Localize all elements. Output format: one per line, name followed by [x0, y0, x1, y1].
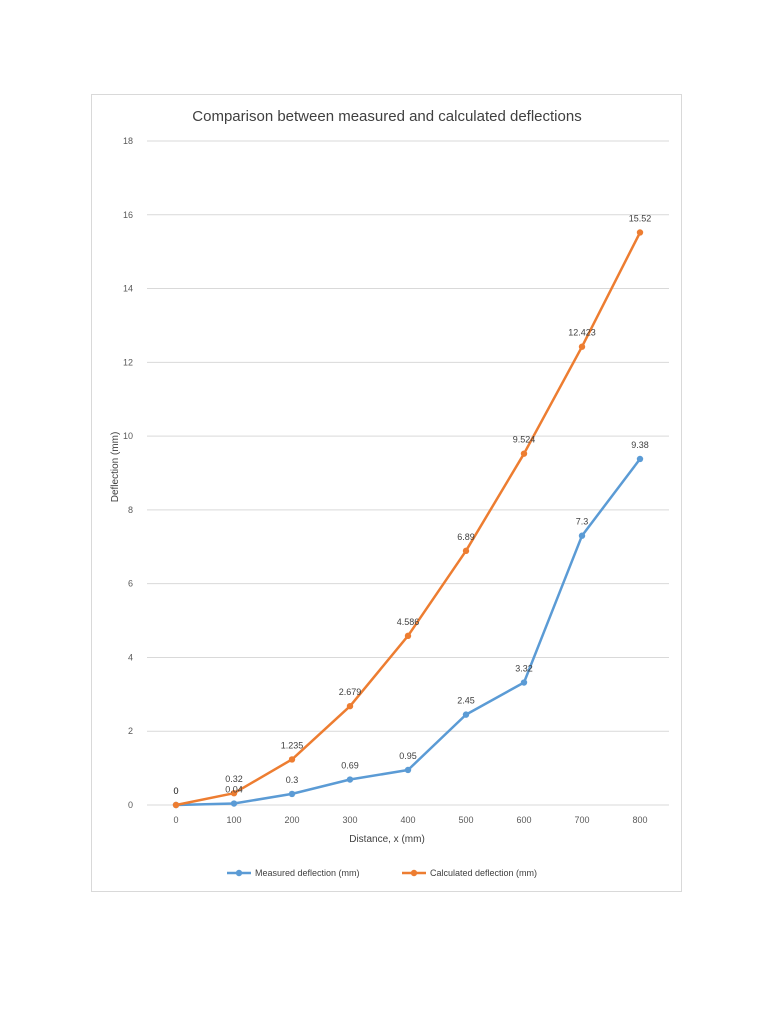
x-tick-label: 0 [173, 815, 178, 825]
data-point [404, 766, 412, 774]
chart-area: Comparison between measured and calculat… [91, 94, 682, 892]
data-label: 6.89 [457, 532, 475, 542]
data-label: 2.45 [457, 696, 475, 706]
y-tick-label: 16 [123, 210, 133, 220]
data-point [636, 229, 644, 236]
x-tick-label: 800 [632, 815, 647, 825]
data-point [230, 800, 238, 807]
data-point [230, 789, 238, 797]
data-label: 12.423 [568, 328, 596, 338]
y-tick-label: 0 [128, 800, 133, 810]
data-point [172, 801, 180, 809]
legend-marker [235, 869, 243, 877]
legend-label: Measured deflection (mm) [255, 868, 360, 878]
y-axis-title: Deflection (mm) [110, 432, 121, 503]
y-tick-label: 14 [123, 284, 133, 294]
data-label: 9.524 [513, 435, 536, 445]
data-point [346, 776, 354, 783]
legend-label: Calculated deflection (mm) [430, 868, 537, 878]
data-point [578, 343, 586, 350]
data-label: 15.52 [629, 213, 652, 223]
y-tick-label: 6 [128, 579, 133, 589]
data-point [636, 455, 644, 463]
data-point [520, 679, 528, 686]
data-label: 9.38 [631, 440, 649, 450]
line-chart: Comparison between measured and calculat… [110, 108, 669, 878]
x-tick-label: 400 [400, 815, 415, 825]
x-axis-title: Distance, x (mm) [349, 834, 425, 845]
data-label: 0 [173, 786, 178, 796]
series-line [174, 231, 642, 807]
data-label: 0.32 [225, 774, 243, 784]
data-point [346, 702, 354, 710]
data-label: 7.3 [576, 517, 589, 527]
legend: Measured deflection (mm) Calculated defle… [227, 868, 537, 878]
data-point [404, 632, 412, 640]
y-tick-label: 2 [128, 726, 133, 736]
legend-marker [410, 869, 418, 877]
x-tick-label: 600 [516, 815, 531, 825]
data-point [288, 790, 296, 798]
data-label: 0.04 [225, 785, 243, 795]
data-label: 0.69 [341, 761, 359, 771]
data-label: 0.3 [286, 775, 299, 785]
data-point [288, 756, 296, 763]
data-label: 3.32 [515, 664, 533, 674]
data-label: 4.586 [397, 617, 420, 627]
chart-title: Comparison between measured and calculat… [192, 108, 581, 125]
y-tick-label: 18 [123, 136, 133, 146]
data-label: 1.235 [281, 740, 304, 750]
data-labels: 0 0.040.30.690.952.453.327.39.3800.321.23… [173, 213, 651, 796]
x-tick-label: 200 [284, 815, 299, 825]
x-tick-label: 300 [342, 815, 357, 825]
x-tick-label: 100 [226, 815, 241, 825]
data-point [520, 450, 528, 457]
gridlines [147, 140, 669, 806]
y-tick-label: 10 [123, 431, 133, 441]
data-label: 0.95 [399, 751, 417, 761]
axes: 0 2 4 6 8 10 12 14 16 18 0 100 200 300 400 500 600 700 800 [123, 136, 648, 825]
x-tick-label: 500 [458, 815, 473, 825]
data-point [462, 711, 470, 718]
series-lines [172, 229, 644, 809]
data-label: 0 [173, 786, 178, 796]
data-label: 2.679 [339, 687, 362, 697]
data-point [462, 547, 470, 555]
y-tick-label: 8 [128, 505, 133, 515]
data-point [578, 532, 586, 539]
x-tick-label: 700 [574, 815, 589, 825]
y-tick-label: 12 [123, 357, 133, 367]
y-tick-label: 4 [128, 652, 133, 662]
